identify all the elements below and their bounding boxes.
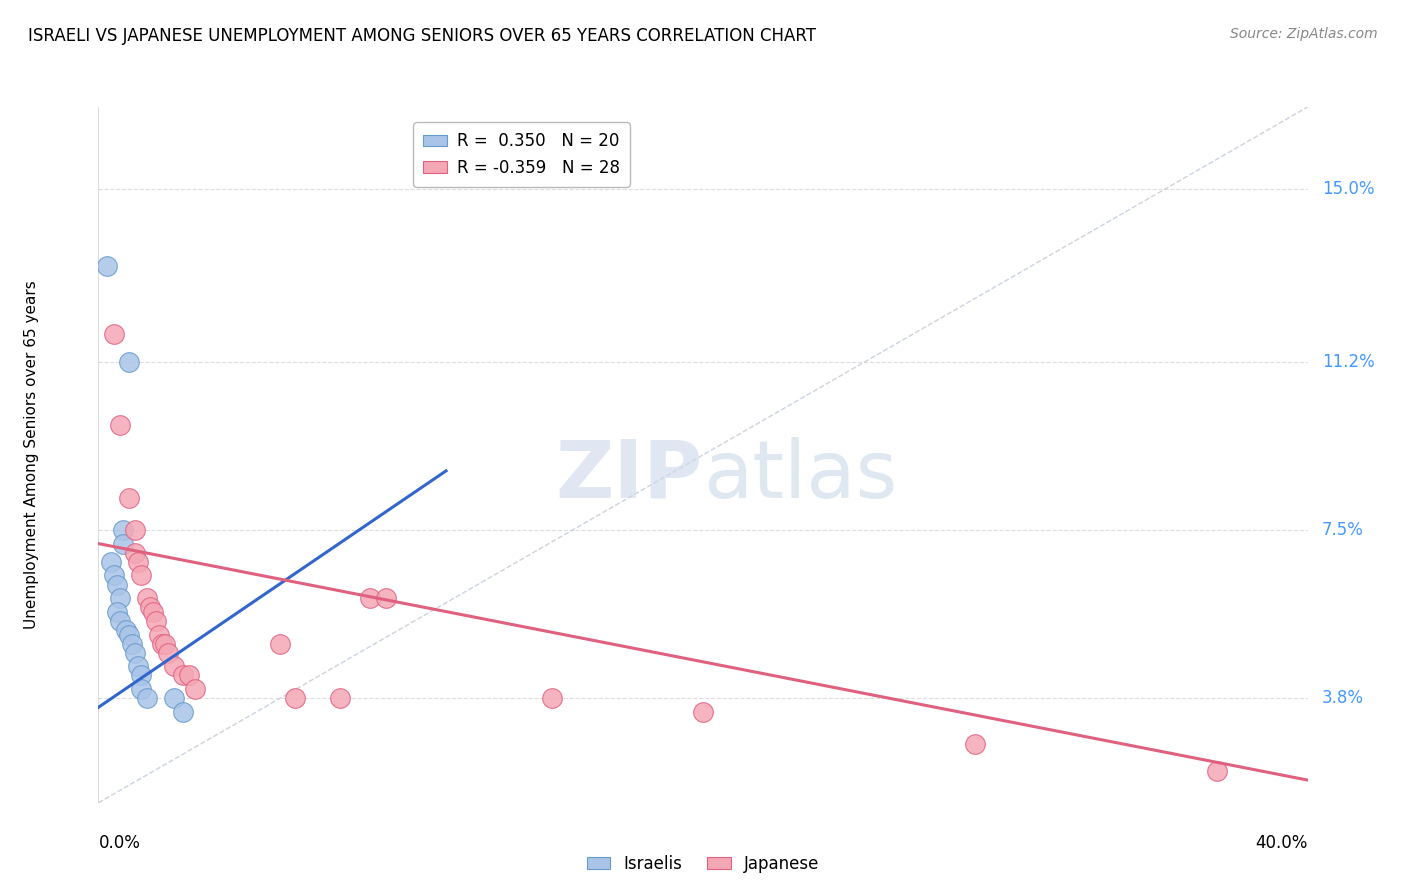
Point [540, 691, 562, 706]
Text: Source: ZipAtlas.com: Source: ZipAtlas.com [1230, 27, 1378, 41]
Text: ISRAELI VS JAPANESE UNEMPLOYMENT AMONG SENIORS OVER 65 YEARS CORRELATION CHART: ISRAELI VS JAPANESE UNEMPLOYMENT AMONG S… [28, 27, 815, 45]
Point [184, 682, 207, 697]
Text: 15.0%: 15.0% [1322, 180, 1375, 198]
Point [142, 605, 165, 619]
Point [124, 546, 146, 560]
Text: 0.0%: 0.0% [98, 834, 141, 852]
Point [103, 568, 125, 582]
Point [114, 623, 136, 637]
Point [118, 627, 141, 641]
Text: 11.2%: 11.2% [1322, 352, 1375, 371]
Point [269, 637, 291, 651]
Point [1206, 764, 1229, 778]
Text: Unemployment Among Seniors over 65 years: Unemployment Among Seniors over 65 years [24, 281, 39, 629]
Point [163, 659, 186, 673]
Point [284, 691, 307, 706]
Point [148, 627, 170, 641]
Point [329, 691, 352, 706]
Point [103, 327, 125, 342]
Point [139, 600, 162, 615]
Point [135, 591, 157, 606]
Point [111, 523, 134, 537]
Point [127, 659, 149, 673]
Point [108, 591, 131, 606]
Legend: Israelis, Japanese: Israelis, Japanese [581, 848, 825, 880]
Point [124, 523, 146, 537]
Point [121, 637, 143, 651]
Point [374, 591, 396, 606]
Point [153, 637, 176, 651]
Point [360, 591, 382, 606]
Text: 40.0%: 40.0% [1256, 834, 1308, 852]
Point [129, 682, 152, 697]
Point [124, 646, 146, 660]
Text: atlas: atlas [703, 437, 897, 515]
Point [108, 418, 131, 433]
Point [177, 668, 201, 682]
Point [150, 637, 173, 651]
Point [172, 668, 194, 682]
Point [145, 614, 167, 628]
Point [100, 555, 122, 569]
Point [965, 737, 987, 751]
Point [118, 491, 141, 505]
Point [135, 691, 157, 706]
Point [108, 614, 131, 628]
Point [127, 555, 149, 569]
Text: 3.8%: 3.8% [1322, 690, 1364, 707]
Text: 7.5%: 7.5% [1322, 521, 1364, 539]
Point [129, 668, 152, 682]
Point [118, 354, 141, 368]
Point [172, 705, 194, 719]
Point [96, 259, 118, 273]
Legend: R =  0.350   N = 20, R = -0.359   N = 28: R = 0.350 N = 20, R = -0.359 N = 28 [413, 122, 630, 186]
Point [163, 691, 186, 706]
Text: ZIP: ZIP [555, 437, 703, 515]
Point [692, 705, 714, 719]
Point [156, 646, 179, 660]
Point [111, 536, 134, 550]
Point [105, 577, 128, 591]
Point [105, 605, 128, 619]
Point [129, 568, 152, 582]
